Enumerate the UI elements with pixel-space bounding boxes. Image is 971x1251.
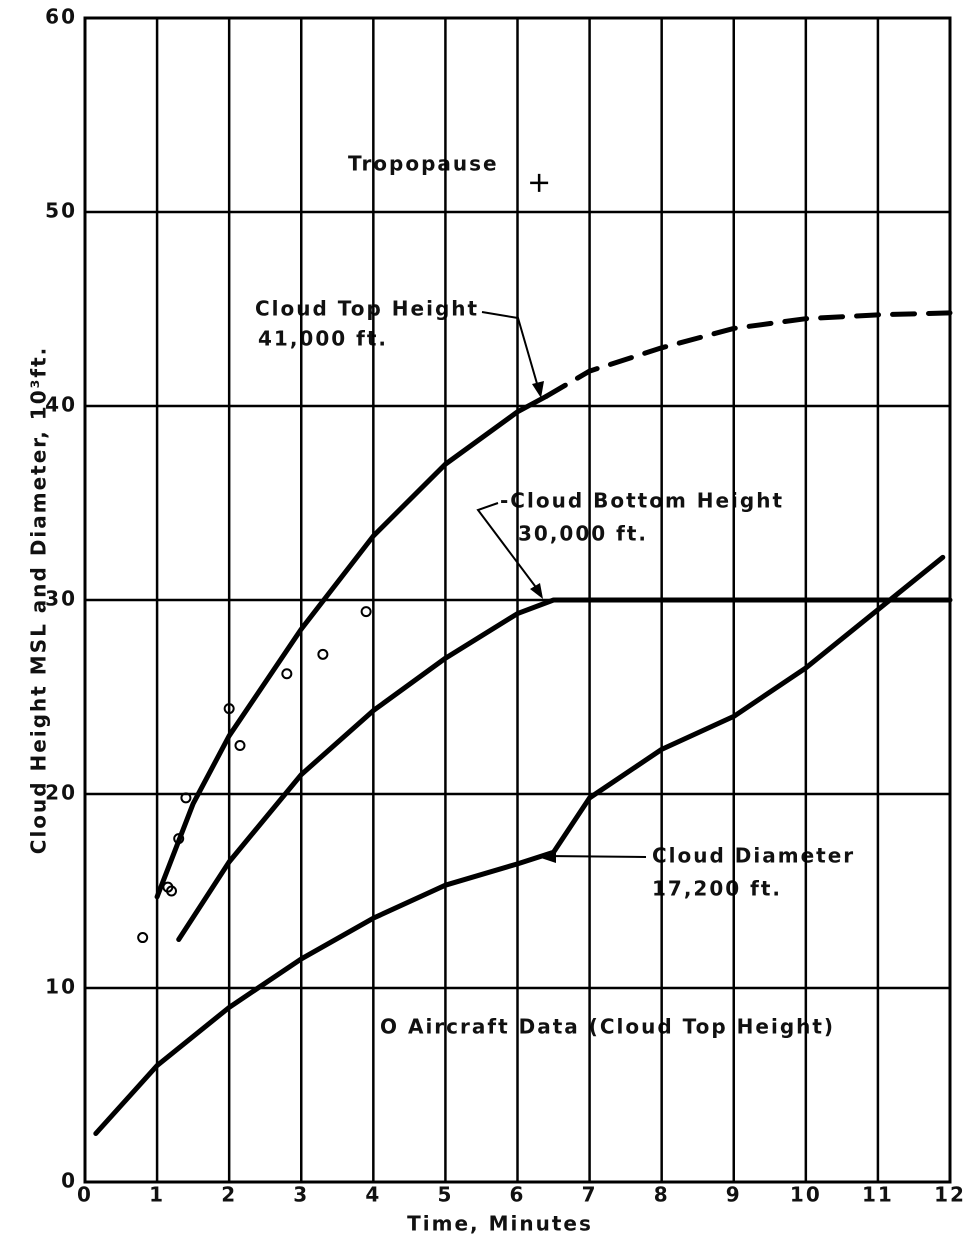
annotation: 30,000 ft. [518,522,648,546]
x-tick-label: 7 [582,1183,598,1207]
x-tick-label: 9 [726,1183,742,1207]
arrow [544,855,647,858]
y-axis-label: Cloud Height MSL and Diameter, 10³ft. [27,346,51,854]
aircraft-point [360,606,372,618]
arrowhead [532,381,544,398]
x-tick-label: 11 [862,1183,894,1207]
aircraft-point [137,932,149,944]
series-line [543,310,953,399]
aircraft-point [180,792,192,804]
annotation: Tropopause [348,152,499,176]
y-tick-label: 40 [45,393,77,417]
x-tick-label: 0 [77,1183,93,1207]
series-line [176,597,953,942]
x-tick-label: 8 [654,1183,670,1207]
x-tick-label: 2 [221,1183,237,1207]
annotation: 17,200 ft. [652,877,782,901]
aircraft-point [166,885,177,897]
annotation: 41,000 ft. [258,327,388,351]
y-tick-label: 60 [45,5,77,29]
aircraft-point [234,740,246,751]
y-tick-label: 30 [45,587,77,611]
x-tick-label: 4 [365,1183,381,1207]
annotation: Cloud Diameter [652,844,855,868]
aircraft-point [223,703,235,715]
tropopause-marker [530,173,549,192]
x-tick-label: 5 [437,1183,453,1207]
series-line [93,554,946,1136]
aircraft-point [281,668,293,680]
x-tick-label: 6 [510,1183,526,1207]
series-line [154,393,549,900]
aircraft-point [173,833,185,845]
x-axis-label: Time, Minutes [407,1212,593,1236]
y-tick-label: 50 [45,199,77,223]
x-tick-label: 12 [934,1183,966,1207]
annotation: Cloud Top Height [255,297,479,321]
arrow [481,311,541,395]
y-tick-label: 10 [45,975,77,999]
y-tick-label: 20 [45,781,77,805]
annotation: -Cloud Bottom Height [500,489,784,513]
arrow [476,502,542,595]
aircraft-point [317,648,329,660]
y-tick-label: 0 [61,1169,77,1193]
x-tick-label: 1 [149,1183,165,1207]
annotation: O Aircraft Data (Cloud Top Height) [380,1015,835,1039]
x-tick-label: 3 [293,1183,309,1207]
arrowhead [530,583,543,599]
x-tick-label: 10 [790,1183,822,1207]
